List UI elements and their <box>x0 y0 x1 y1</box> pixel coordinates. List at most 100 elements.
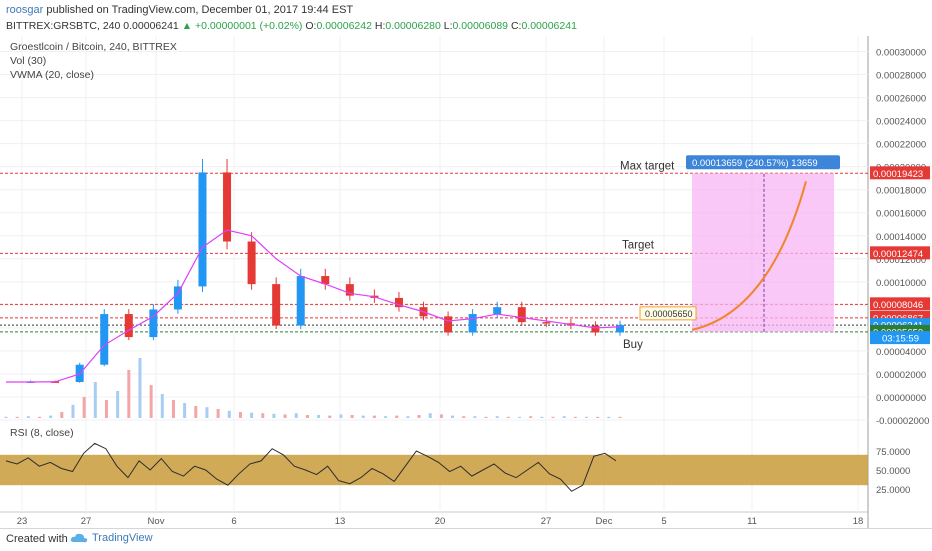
volume-bar <box>518 416 522 418</box>
volume-bar <box>183 403 187 418</box>
last-price: 0.00006241 <box>123 20 179 32</box>
low-label: L: <box>443 20 453 32</box>
open-label: O: <box>305 20 317 32</box>
volume-bar <box>194 406 198 418</box>
buy-price-text: 0.00005650 <box>645 309 693 319</box>
volume-bar <box>328 415 332 418</box>
volume-bar <box>618 416 622 418</box>
volume-bar <box>127 370 131 418</box>
price-change: ▲ +0.00000001 (+0.02%) <box>181 20 303 32</box>
volume-bar <box>15 416 19 418</box>
volume-bar <box>49 415 53 418</box>
candle-body <box>223 172 232 242</box>
price-tick-label: 0.00004000 <box>876 347 926 358</box>
tradingview-cloud-icon <box>70 533 88 543</box>
vwma-legend: VWMA (20, close) <box>10 69 94 81</box>
price-tick-label: 0.00026000 <box>876 94 926 105</box>
volume-bar <box>484 416 488 418</box>
volume-bar <box>138 358 142 418</box>
candle-body <box>493 307 502 315</box>
time-tick-label: 18 <box>853 516 864 527</box>
volume-bar <box>406 416 410 418</box>
candle-body <box>616 325 624 333</box>
price-tick-label: 0.00002000 <box>876 370 926 381</box>
footer: Created with TradingView <box>0 528 932 551</box>
price-tick-label: 0.00024000 <box>876 117 926 128</box>
volume-bar <box>261 413 265 418</box>
candle-body <box>345 284 354 296</box>
volume-bar <box>238 412 242 418</box>
time-tick-label: Dec <box>596 516 613 527</box>
volume-bar <box>82 397 86 418</box>
volume-bar <box>540 416 544 418</box>
time-tick-label: 23 <box>17 516 28 527</box>
volume-bar <box>361 415 365 418</box>
candle-body <box>247 241 256 285</box>
price-tick-label: 0.00030000 <box>876 48 926 59</box>
candle-body <box>444 316 453 333</box>
open-value: 0.00006242 <box>316 20 372 32</box>
max-target-label: Max target <box>620 160 675 172</box>
volume-bar <box>26 416 30 418</box>
volume-bar <box>551 416 555 418</box>
volume-bar <box>93 382 97 418</box>
time-tick-label: Nov <box>148 516 165 527</box>
candle-body <box>321 276 330 285</box>
close-label: C: <box>510 20 522 32</box>
price-chart[interactable]: 0.00013659 (240.57%) 13659 Max target Targ… <box>0 36 932 528</box>
volume-bar <box>294 413 298 418</box>
volume-bar <box>428 413 432 418</box>
tradingview-label: TradingView <box>92 532 153 544</box>
price-tick-label: 0.00016000 <box>876 209 926 220</box>
rsi-tick-label: 25.0000 <box>876 485 910 496</box>
candle-body <box>149 309 158 338</box>
buy-price-callout <box>639 306 697 321</box>
volume-bar <box>451 415 455 418</box>
volume-bar <box>417 415 421 418</box>
volume-bar <box>60 412 64 418</box>
candle-body <box>100 314 109 365</box>
volume-bar <box>71 404 75 418</box>
top-info-bar: roosgar published on TradingView.com, De… <box>0 0 932 36</box>
volume-bar <box>596 416 600 418</box>
price-tick-label: 0.00012000 <box>876 255 926 266</box>
volume-bar <box>205 407 209 418</box>
ohlc-line: BITTREX:GRSBTC, 240 0.00006241 ▲ +0.0000… <box>6 20 577 32</box>
volume-bar <box>495 416 499 418</box>
volume-bar <box>160 394 164 418</box>
candle-body <box>542 322 551 324</box>
volume-bar <box>283 414 287 418</box>
publish-text: published on TradingView.com, December 0… <box>46 4 354 16</box>
time-tick-label: 5 <box>661 516 666 527</box>
volume-bar <box>104 400 108 418</box>
volume-bar <box>4 416 8 418</box>
price-tick-label: -0.00002000 <box>876 416 929 427</box>
target-label: Target <box>622 239 655 251</box>
countdown-tag <box>870 331 930 345</box>
time-tick-label: 27 <box>81 516 92 527</box>
volume-bar <box>149 385 153 418</box>
price-tick-label: 0.00000000 <box>876 393 926 404</box>
author-link[interactable]: roosgar <box>6 4 44 16</box>
volume-bar <box>573 416 577 418</box>
volume-bar <box>227 410 231 418</box>
volume-bar <box>339 414 343 418</box>
candle-body <box>296 276 305 326</box>
candle-body <box>173 286 182 310</box>
target-measure-box[interactable] <box>692 173 834 332</box>
candle-body <box>394 297 403 308</box>
time-tick-label: 6 <box>231 516 236 527</box>
volume-bar <box>607 416 611 418</box>
rsi-series-line <box>5 442 617 492</box>
level-price-text: 0.00019423 <box>873 169 923 180</box>
measure-label-box <box>686 155 840 170</box>
volume-bar <box>439 414 443 418</box>
level-price-tag <box>870 166 930 180</box>
volume-bar <box>216 409 220 418</box>
candle-body <box>198 172 207 287</box>
candle-body <box>591 325 600 333</box>
candle-body <box>124 314 133 338</box>
tradingview-brand[interactable]: TradingView <box>70 532 153 544</box>
time-tick-label: 20 <box>435 516 446 527</box>
rsi-legend: RSI (8, close) <box>10 427 74 439</box>
